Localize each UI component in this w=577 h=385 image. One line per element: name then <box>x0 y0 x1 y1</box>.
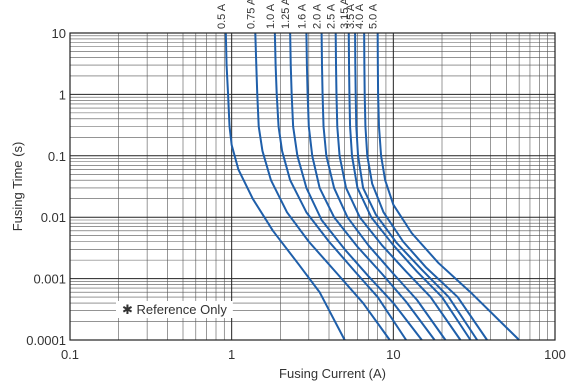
series-label: 1.6 A <box>296 3 308 29</box>
series-line <box>289 32 423 341</box>
y-tick-label: 0.0001 <box>26 333 66 348</box>
series-label: 1.25 A <box>280 0 292 29</box>
series-label: 2.0 A <box>312 3 324 29</box>
x-tick-label: 1 <box>228 347 235 362</box>
x-tick-label: 100 <box>544 347 566 362</box>
y-axis-tick-labels: 10 1 0.1 0.01 0.001 0.0001 <box>26 26 66 348</box>
y-tick-label: 1 <box>59 87 66 102</box>
reference-note: ✱ Reference Only <box>116 301 233 318</box>
series-label: 0.5 A <box>216 3 228 29</box>
y-tick-label: 0.001 <box>33 272 66 287</box>
series-line <box>347 32 472 341</box>
reference-note-text: ✱ Reference Only <box>122 302 227 317</box>
series-line <box>273 32 407 341</box>
y-tick-label: 0.1 <box>48 149 66 164</box>
series-label: 1.0 A <box>265 3 277 29</box>
plot-series <box>224 32 520 341</box>
series-line <box>320 32 447 341</box>
series-label: 5.0 A <box>368 3 380 29</box>
series-line <box>305 32 436 341</box>
series-line <box>376 32 520 341</box>
series-label: 3.15 A <box>339 0 351 29</box>
series-label: 0.75 A <box>245 0 257 29</box>
y-tick-label: 0.01 <box>41 210 66 225</box>
minor-gridlines <box>70 33 555 340</box>
series-line <box>224 32 346 341</box>
series-label: 4.0 A <box>354 3 366 29</box>
x-tick-label: 0.1 <box>61 347 79 362</box>
plot-frame <box>69 32 556 341</box>
x-axis-title: Fusing Current (A) <box>279 366 386 381</box>
series-line <box>334 32 462 341</box>
y-axis-title: Fusing Time (s) <box>10 142 25 232</box>
x-axis-tick-labels: 0.1 1 10 100 <box>61 347 566 362</box>
series-line <box>354 32 478 341</box>
y-tick-label: 10 <box>52 26 66 41</box>
series-label: 3.5 A <box>345 3 357 29</box>
reference-note-background <box>116 301 233 318</box>
series-line <box>254 32 391 341</box>
series-label: 2.5 A <box>326 3 338 29</box>
series-line <box>363 32 488 341</box>
x-tick-label: 10 <box>386 347 400 362</box>
series-labels: 0.5 A 0.75 A 1.0 A 1.25 A 1.6 A 2.0 A 2.5 A 3.1… <box>216 0 380 29</box>
